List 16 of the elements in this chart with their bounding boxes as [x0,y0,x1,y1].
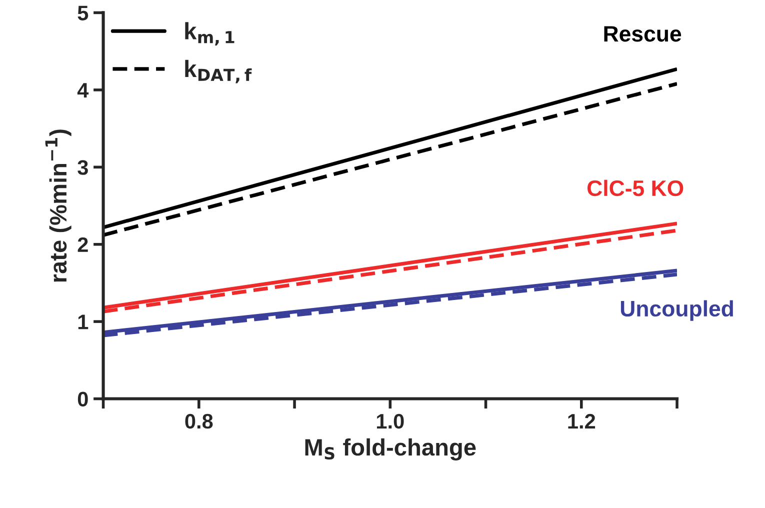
y-tick-label: 1 [78,314,88,330]
y-tick-label: 2 [78,237,88,252]
annotation: ClC-5 KO [588,180,684,196]
x-tick-label: 0.8 [185,414,213,429]
y-tick-label: 3 [78,160,88,175]
y-tick-label: 5 [78,6,88,20]
y-axis-title: rate (%min$^{−1}$) [45,130,72,282]
legend-label: k$_{m,1}$ [185,22,234,46]
y-tick-label: 0 [78,392,88,407]
x-tick-label: 1.0 [376,414,404,429]
annotation: Uncoupled [620,300,733,321]
x-axis-title: M$_{S}$ fold-change [305,438,476,460]
y-tick-label: 4 [77,83,89,98]
x-tick-label: 1.2 [568,414,596,428]
legend-label: k$_{DAT,f}$ [185,60,252,84]
annotation: Rescue [604,26,682,42]
